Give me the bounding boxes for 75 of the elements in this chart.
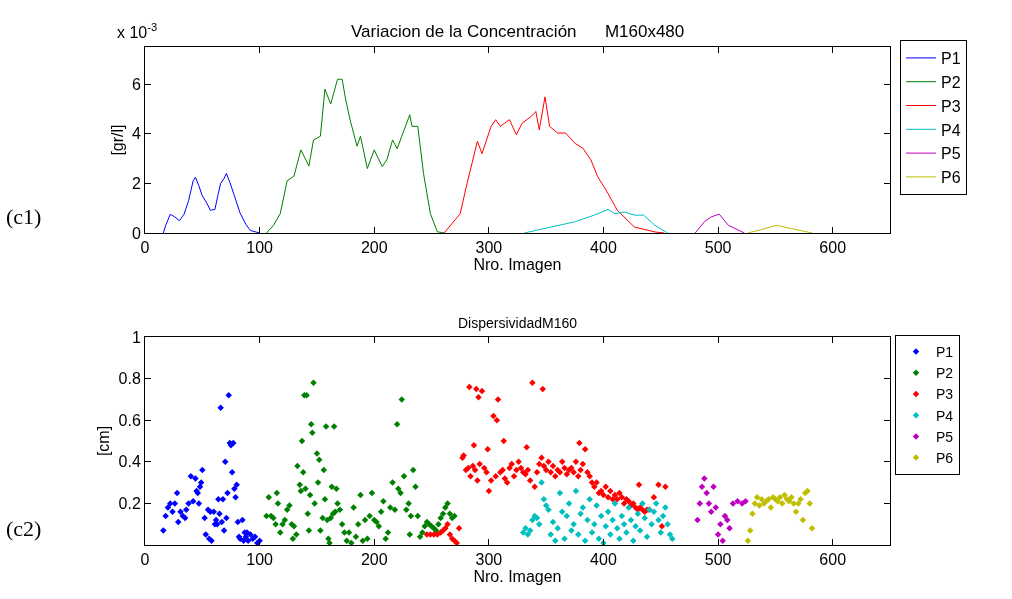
y-tick-label: 6 [131,75,141,93]
line-series [162,172,261,233]
legend-label: P2 [941,73,961,91]
x-tick-label: 400 [590,551,617,569]
y-tick-label: 0.8 [118,370,141,388]
legend-label: P4 [941,121,961,139]
line-series [747,224,813,233]
point [701,475,708,482]
y-tick-label: 0.6 [118,411,141,429]
y-axis-title: [cm] [95,425,113,457]
point [707,508,715,515]
point [710,483,717,491]
y-tick-label: 0.2 [118,495,141,512]
point [799,516,807,524]
x-tick-label: 300 [475,551,503,569]
legend-label: P1 [941,50,961,68]
x-tick-label: 500 [704,551,732,569]
point [790,500,797,507]
point [738,500,746,507]
point [696,500,703,507]
y-tick-label: 4 [131,125,141,143]
x-tick-label: 100 [246,239,274,257]
point [753,493,761,501]
line-series [443,96,665,233]
x-tick-label: 100 [246,551,274,569]
x-axis-title: Nro. Imagen [473,256,562,274]
point [712,504,720,511]
point [717,520,724,528]
point [767,504,775,511]
legend-label: P6 [936,450,954,467]
x-tick-label: 300 [475,239,503,257]
x-tick-label: 600 [819,551,847,569]
x-tick-label: 200 [360,551,388,569]
legend-label: P1 [936,344,954,361]
y-axis-title: [gr/l] [108,124,126,156]
x-tick-label: 200 [360,239,388,257]
point [756,502,763,509]
point [734,498,741,505]
point [724,516,731,524]
line-series [265,78,445,233]
y-tick-label: 2 [131,175,141,192]
x-tick-label: 400 [590,239,617,257]
x-axis-title: Nro. Imagen [473,568,562,586]
y-tick-label: 0 [131,224,141,242]
point [758,495,765,503]
x-tick-label: 500 [704,239,732,257]
point [726,525,733,532]
point [742,498,749,505]
line-series [694,213,745,233]
point [721,512,729,520]
legend-label: P5 [936,428,954,445]
text: (c1) [6,204,42,229]
y-tick-label: 1 [131,328,141,346]
y-tick-label: 0.4 [118,453,141,471]
legend-label: P6 [941,169,961,187]
legend-label: P4 [936,407,954,424]
legend-label: P3 [936,386,954,403]
point [779,500,786,507]
x-tick-label: 600 [819,239,847,257]
chart-title: DispersividadM160 [458,315,578,331]
point [776,493,784,501]
point [698,483,706,491]
point [795,500,802,507]
point [797,495,804,503]
line-series [523,208,669,233]
point [806,500,814,507]
text: (c2) [6,516,42,541]
legend-label: P5 [941,145,961,163]
legend-label: P3 [941,97,961,115]
point [719,537,726,545]
point [751,500,758,507]
chart-title: Variacion de la Concentración M160x480 [351,22,685,41]
point [744,537,752,545]
legend-label: P2 [936,365,954,382]
text: x 10$^{-3}$ [117,21,158,41]
